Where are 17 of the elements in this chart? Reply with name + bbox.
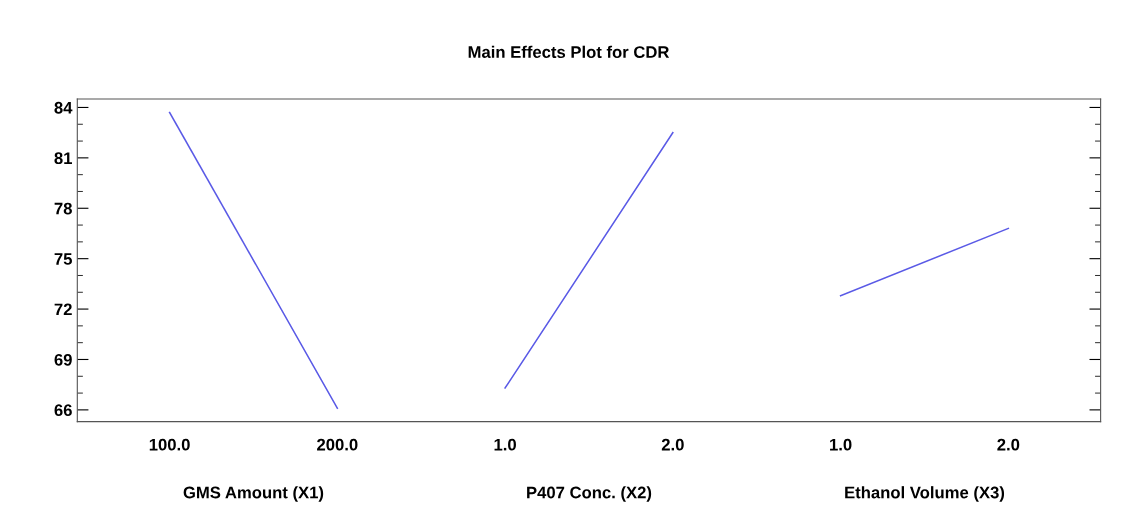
y-tick-label: 81 — [54, 152, 72, 165]
text: P407 Conc. (X2) — [527, 486, 652, 502]
text: GMS Amount (X1) — [183, 486, 324, 502]
y-tick-label: 75 — [54, 253, 72, 265]
text: Ethanol Volume (X3) — [845, 486, 1005, 502]
x-tick-label: 2.0 — [997, 438, 1020, 451]
x-tick-label: 100.0 — [149, 438, 190, 451]
y-tick-label: 72 — [54, 303, 72, 316]
chart-title: Main Effects Plot for CDR — [468, 45, 670, 58]
y-tick-label: 84 — [54, 101, 73, 114]
x-tick-label: 1.0 — [830, 438, 852, 451]
x-tick-label: 1.0 — [494, 438, 516, 451]
x-tick-label: 2.0 — [661, 438, 684, 451]
y-tick-label: 66 — [54, 404, 72, 417]
x-tick-label: 200.0 — [317, 438, 358, 451]
y-tick-label: 78 — [54, 202, 72, 215]
y-tick-label: 69 — [54, 353, 72, 366]
